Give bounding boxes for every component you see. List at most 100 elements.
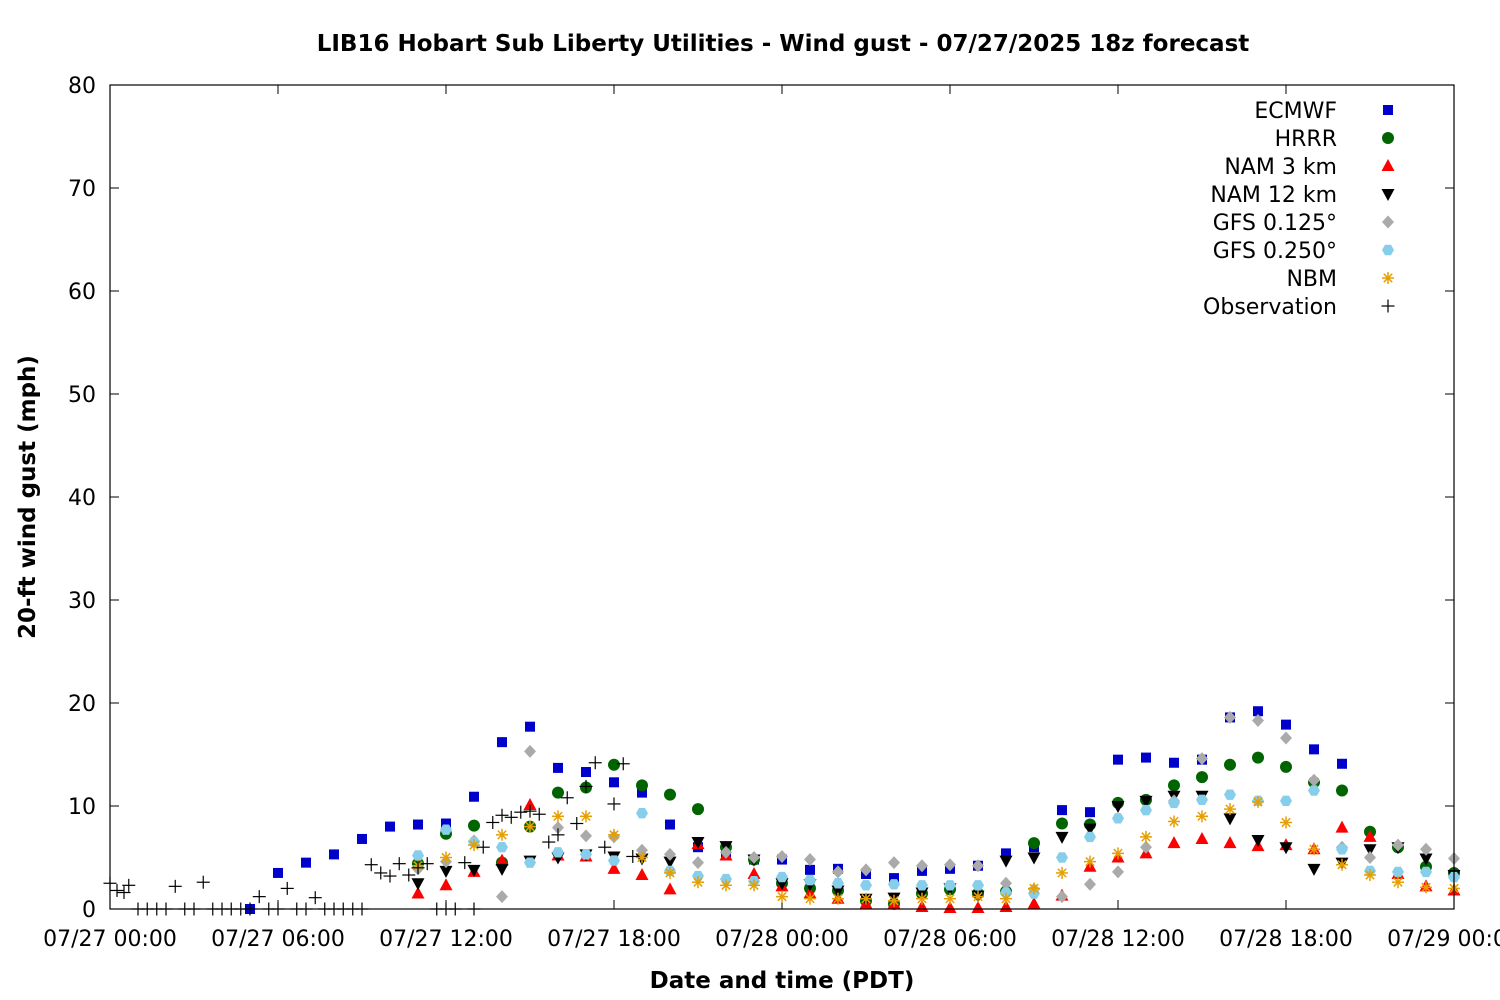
point-ecmwf	[413, 819, 423, 830]
point-observation	[374, 866, 388, 880]
point-nbm	[888, 894, 900, 907]
point-ecmwf	[1281, 719, 1291, 730]
point-gfs-0-250	[552, 847, 564, 858]
point-gfs-0-250	[1280, 795, 1292, 807]
point-ecmwf	[805, 864, 815, 875]
series-nam-3-km	[411, 797, 1461, 913]
chart-title: LIB16 Hobart Sub Liberty Utilities - Win…	[317, 31, 1250, 57]
y-tick-label: 20	[68, 692, 96, 717]
point-nam-3-km	[1363, 829, 1377, 842]
y-tick-label: 80	[68, 74, 96, 99]
point-nbm-stroke	[581, 811, 591, 822]
point-gfs-0-250	[580, 849, 592, 860]
point-gfs-0-250	[1056, 852, 1068, 863]
point-ecmwf	[581, 767, 591, 778]
point-nam-3-km	[1335, 820, 1349, 833]
point-hrrr	[1196, 771, 1208, 784]
point-nam-3-km	[607, 861, 621, 874]
point-nbm	[440, 851, 452, 864]
point-hrrr	[1028, 837, 1040, 850]
point-nbm	[1028, 882, 1040, 895]
legend-marker-ecmwf	[1383, 105, 1393, 115]
point-gfs-0-125	[1420, 842, 1432, 856]
point-observation	[122, 878, 136, 892]
legend-marker-gfs-0-125	[1382, 215, 1394, 229]
x-tick-label: 07/27 18:00	[547, 927, 681, 952]
point-gfs-0-125	[1224, 710, 1236, 724]
point-nbm	[748, 879, 760, 892]
point-ecmwf	[1057, 805, 1067, 816]
point-nbm-stroke	[1337, 859, 1347, 870]
point-gfs-0-125	[692, 856, 704, 870]
point-nam-12-km	[1307, 863, 1321, 876]
point-nbm-stroke	[1001, 893, 1011, 904]
point-observation	[117, 886, 131, 900]
point-gfs-0-125	[496, 890, 508, 904]
point-nam-3-km	[971, 900, 985, 913]
point-nbm-stroke	[469, 840, 479, 850]
point-gfs-0-125	[832, 865, 844, 879]
point-nam-12-km	[1027, 852, 1041, 865]
point-observation	[252, 890, 266, 904]
legend-marker-observation	[1381, 299, 1395, 313]
point-observation	[523, 804, 537, 818]
point-nbm	[832, 892, 844, 905]
point-nbm-stroke	[1253, 797, 1263, 807]
point-nbm-stroke	[861, 893, 871, 904]
point-gfs-0-250	[1224, 789, 1236, 800]
point-nbm-stroke	[945, 893, 955, 904]
point-nbm	[664, 866, 676, 879]
x-tick-label: 07/27 12:00	[379, 927, 513, 952]
point-observation	[392, 857, 406, 871]
point-gfs-0-125	[944, 858, 956, 872]
data-marks	[103, 706, 1461, 916]
point-observation	[495, 808, 509, 822]
point-nam-12-km	[1279, 842, 1293, 855]
point-observation	[168, 879, 182, 893]
point-observation	[458, 856, 472, 870]
point-nbm	[524, 820, 536, 833]
x-tick-label: 07/29 00:00	[1387, 927, 1500, 952]
point-nbm	[944, 892, 956, 905]
point-nbm	[1140, 830, 1152, 843]
point-nbm	[580, 810, 592, 823]
point-nbm	[1224, 803, 1236, 816]
point-ecmwf	[497, 737, 507, 748]
legend-marker-nbm	[1382, 272, 1394, 284]
point-nam-3-km	[411, 886, 425, 899]
y-tick-label: 0	[82, 898, 96, 923]
point-gfs-0-250	[636, 808, 648, 819]
legend-label-gfs-0-250: GFS 0.250°	[1213, 239, 1337, 264]
series-hrrr	[412, 751, 1460, 910]
point-hrrr	[692, 803, 704, 816]
point-gfs-0-125	[1392, 838, 1404, 852]
point-nbm	[1112, 847, 1124, 860]
point-nbm	[1392, 876, 1404, 889]
point-nbm-stroke	[1057, 868, 1067, 878]
point-nbm	[1168, 815, 1180, 828]
point-gfs-0-250	[804, 874, 816, 886]
point-nam-12-km	[663, 856, 677, 869]
point-nam-12-km	[411, 878, 425, 891]
point-hrrr	[1168, 779, 1180, 792]
point-gfs-0-250	[776, 871, 788, 883]
point-nam-12-km	[1055, 831, 1069, 844]
series-observation	[103, 756, 640, 916]
legend-marker-hrrr	[1382, 132, 1394, 144]
point-ecmwf	[469, 791, 479, 802]
point-observation	[579, 779, 593, 793]
point-ecmwf	[553, 762, 563, 773]
point-nbm	[916, 892, 928, 905]
point-nam-3-km	[747, 866, 761, 879]
legend: ECMWF HRRR NAM 3 km NAM 12 km GFS 0.125° GFS …	[1203, 99, 1395, 320]
legend-label-nam-12-km: NAM 12 km	[1210, 183, 1337, 208]
point-nbm-stroke	[1197, 811, 1207, 822]
point-nam-3-km	[439, 878, 453, 891]
point-observation	[110, 883, 124, 897]
point-nbm-stroke	[637, 852, 647, 863]
point-nam-12-km	[691, 837, 705, 850]
point-ecmwf	[301, 857, 311, 868]
point-ecmwf	[1085, 807, 1095, 818]
point-nbm-stroke	[497, 830, 507, 840]
